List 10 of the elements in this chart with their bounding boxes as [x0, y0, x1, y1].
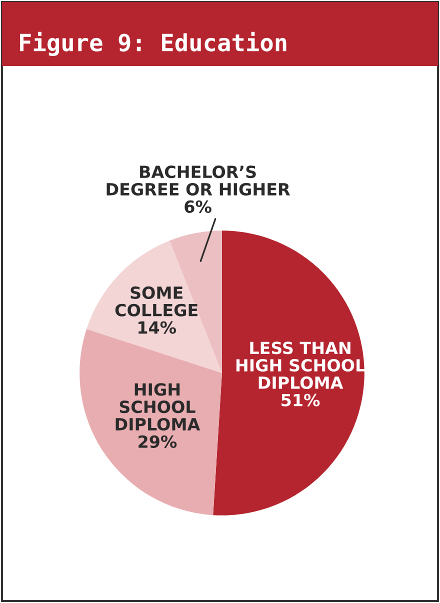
data-label: 6%: [184, 200, 212, 213]
slice-label: HIGH SCHOOL DIPLOMA: [116, 383, 200, 431]
slice-label: LESS THAN HIGH SCHOOL DIPLOMA: [236, 342, 366, 389]
data-label: 29%: [138, 435, 177, 448]
chart-title: Figure 9: Education: [20, 32, 286, 56]
slice-label: SOME COLLEGE: [115, 286, 198, 316]
slice-label: BACHELOR’S DEGREE OR HIGHER: [106, 166, 290, 196]
pie-slice: [213, 230, 364, 516]
data-label: 51%: [282, 394, 320, 406]
data-label: 14%: [138, 321, 176, 334]
